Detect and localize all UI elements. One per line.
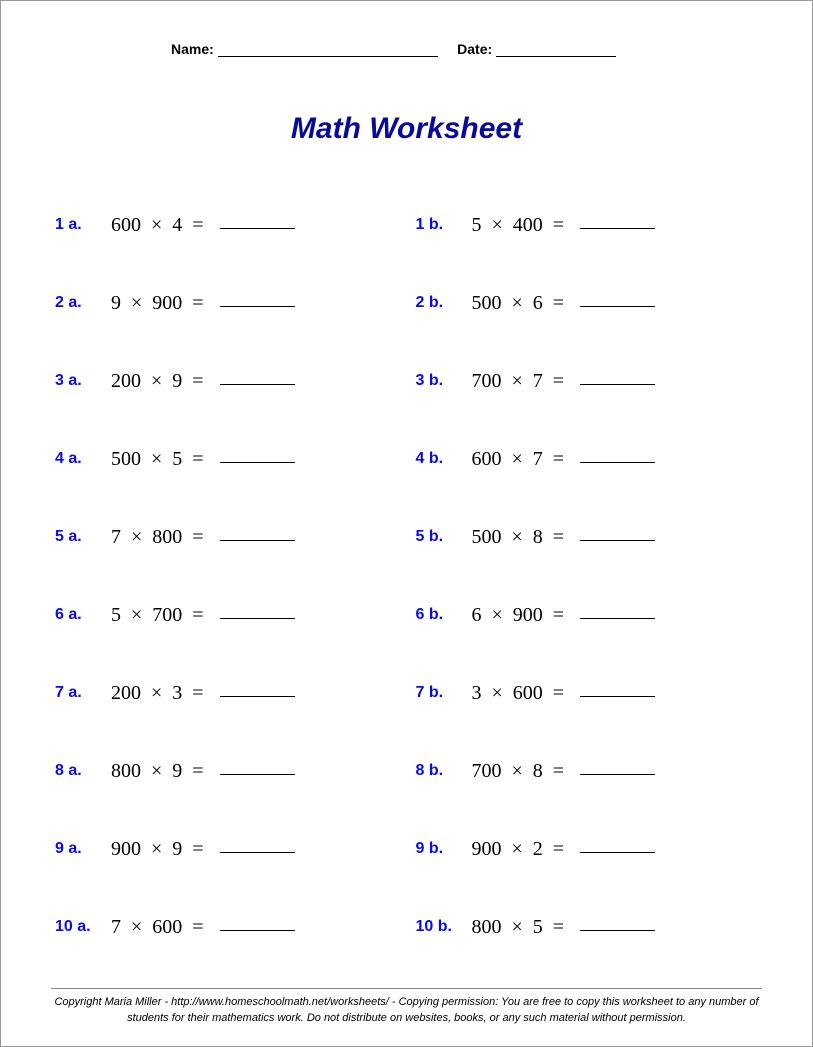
answer-blank[interactable] [580, 930, 655, 931]
problem-expression: 900 × 2 = [472, 838, 656, 861]
problem-label: 4 b. [412, 450, 472, 468]
problem-label: 4 a. [51, 450, 111, 468]
answer-blank[interactable] [220, 540, 295, 541]
problem-cell: 9 a.900 × 9 = [51, 810, 402, 888]
problem-expression: 700 × 8 = [472, 760, 656, 783]
problem-label: 7 b. [412, 684, 472, 702]
answer-blank[interactable] [580, 774, 655, 775]
problem-cell: 5 a.7 × 800 = [51, 498, 402, 576]
problem-expression: 200 × 3 = [111, 682, 295, 705]
problem-label: 6 b. [412, 606, 472, 624]
problem-cell: 1 b.5 × 400 = [412, 186, 763, 264]
problem-expression: 3 × 600 = [472, 682, 656, 705]
problem-expression: 900 × 9 = [111, 838, 295, 861]
problem-expression: 5 × 400 = [472, 214, 656, 237]
answer-blank[interactable] [220, 228, 295, 229]
problem-cell: 1 a.600 × 4 = [51, 186, 402, 264]
answer-blank[interactable] [220, 384, 295, 385]
problem-cell: 7 a.200 × 3 = [51, 654, 402, 732]
problem-expression: 600 × 4 = [111, 214, 295, 237]
answer-blank[interactable] [580, 306, 655, 307]
date-label: Date: [457, 41, 492, 57]
answer-blank[interactable] [220, 462, 295, 463]
problem-cell: 6 b.6 × 900 = [412, 576, 763, 654]
problem-expression: 800 × 9 = [111, 760, 295, 783]
problem-cell: 7 b.3 × 600 = [412, 654, 763, 732]
problem-cell: 3 a.200 × 9 = [51, 342, 402, 420]
answer-blank[interactable] [580, 228, 655, 229]
problem-cell: 2 b.500 × 6 = [412, 264, 763, 342]
problem-label: 6 a. [51, 606, 111, 624]
answer-blank[interactable] [580, 540, 655, 541]
answer-blank[interactable] [580, 462, 655, 463]
answer-blank[interactable] [580, 384, 655, 385]
problem-expression: 800 × 5 = [472, 916, 656, 939]
header-line: Name: Date: [171, 41, 762, 57]
problem-label: 10 b. [412, 918, 472, 936]
answer-blank[interactable] [220, 930, 295, 931]
problem-label: 3 b. [412, 372, 472, 390]
footer-copyright: Copyright Maria Miller - http://www.home… [51, 988, 762, 1026]
problem-label: 5 a. [51, 528, 111, 546]
problem-label: 8 b. [412, 762, 472, 780]
problem-label: 7 a. [51, 684, 111, 702]
answer-blank[interactable] [580, 852, 655, 853]
answer-blank[interactable] [580, 696, 655, 697]
answer-blank[interactable] [220, 852, 295, 853]
problem-expression: 200 × 9 = [111, 370, 295, 393]
answer-blank[interactable] [220, 774, 295, 775]
problem-cell: 8 b.700 × 8 = [412, 732, 763, 810]
problem-label: 1 a. [51, 216, 111, 234]
problem-expression: 500 × 6 = [472, 292, 656, 315]
problem-label: 2 b. [412, 294, 472, 312]
problem-label: 9 b. [412, 840, 472, 858]
problem-label: 8 a. [51, 762, 111, 780]
problem-cell: 10 b.800 × 5 = [412, 888, 763, 966]
problem-expression: 9 × 900 = [111, 292, 295, 315]
problem-label: 1 b. [412, 216, 472, 234]
answer-blank[interactable] [580, 618, 655, 619]
problem-cell: 4 b.600 × 7 = [412, 420, 763, 498]
problem-label: 5 b. [412, 528, 472, 546]
problem-expression: 500 × 8 = [472, 526, 656, 549]
problem-expression: 600 × 7 = [472, 448, 656, 471]
problem-expression: 7 × 800 = [111, 526, 295, 549]
answer-blank[interactable] [220, 696, 295, 697]
date-blank[interactable] [496, 56, 616, 57]
problem-expression: 700 × 7 = [472, 370, 656, 393]
answer-blank[interactable] [220, 306, 295, 307]
name-label: Name: [171, 41, 214, 57]
problem-label: 10 a. [51, 918, 111, 936]
problem-cell: 2 a.9 × 900 = [51, 264, 402, 342]
name-blank[interactable] [218, 56, 438, 57]
answer-blank[interactable] [220, 618, 295, 619]
problem-cell: 3 b.700 × 7 = [412, 342, 763, 420]
problem-expression: 7 × 600 = [111, 916, 295, 939]
problem-label: 2 a. [51, 294, 111, 312]
problem-expression: 5 × 700 = [111, 604, 295, 627]
worksheet-page: Name: Date: Math Worksheet 1 a.600 × 4 =… [0, 0, 813, 1047]
problem-cell: 9 b.900 × 2 = [412, 810, 763, 888]
problem-cell: 5 b.500 × 8 = [412, 498, 763, 576]
problem-label: 3 a. [51, 372, 111, 390]
problem-expression: 500 × 5 = [111, 448, 295, 471]
problem-cell: 4 a.500 × 5 = [51, 420, 402, 498]
problem-cell: 8 a.800 × 9 = [51, 732, 402, 810]
problem-cell: 6 a.5 × 700 = [51, 576, 402, 654]
worksheet-title: Math Worksheet [51, 112, 762, 146]
problem-label: 9 a. [51, 840, 111, 858]
problem-expression: 6 × 900 = [472, 604, 656, 627]
problem-cell: 10 a.7 × 600 = [51, 888, 402, 966]
problems-grid: 1 a.600 × 4 = 1 b.5 × 400 = 2 a.9 × 900 … [51, 186, 762, 978]
